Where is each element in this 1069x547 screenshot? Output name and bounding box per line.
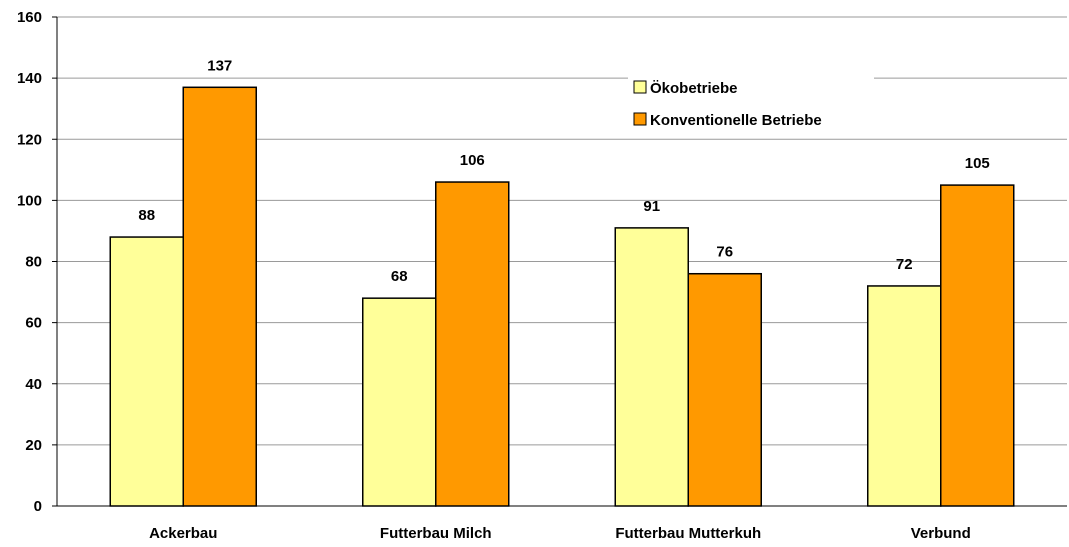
data-label: 76	[716, 244, 733, 261]
y-tick-label: 40	[25, 376, 42, 393]
y-tick-label: 100	[17, 192, 42, 209]
y-tick-label: 120	[17, 131, 42, 148]
legend-box	[628, 71, 874, 135]
x-axis-category-labels: Ackerbau Futterbau Milch Futterbau Mutterk…	[149, 525, 971, 542]
x-category-label: Verbund	[911, 525, 971, 542]
data-label: 137	[207, 57, 232, 74]
data-label: 88	[138, 207, 155, 224]
x-category-label: Futterbau Milch	[380, 525, 492, 542]
y-tick-label: 60	[25, 315, 42, 332]
bar-series-2-futterbau-milch	[435, 181, 510, 507]
legend: Ökobetriebe Konventionelle Betriebe	[628, 71, 874, 135]
y-tick-label: 160	[17, 9, 42, 26]
bar-series-2-ackerbau	[182, 86, 257, 507]
legend-swatch-series-2	[633, 112, 647, 126]
data-label: 106	[460, 152, 485, 169]
bar-series-1-futterbau-milch	[362, 297, 437, 507]
y-tick-label: 20	[25, 437, 42, 454]
y-tick-label: 0	[34, 498, 42, 515]
y-tick-label: 80	[25, 254, 42, 271]
bar-series-2-verbund	[940, 184, 1015, 507]
axes	[56, 17, 1067, 507]
data-label: 72	[896, 256, 913, 273]
bar-series-1-ackerbau	[109, 236, 184, 507]
bar-series-1-verbund	[867, 285, 942, 507]
data-label: 68	[391, 268, 408, 285]
data-labels: 88 137 68 106 91 76 72 105	[138, 57, 989, 285]
y-axis-ticks: 0 20 40 60 80 100 120 140 160	[17, 9, 57, 515]
data-label: 105	[965, 155, 990, 172]
x-category-label: Ackerbau	[149, 525, 217, 542]
legend-label-series-1: Ökobetriebe	[650, 80, 738, 97]
legend-label-series-2: Konventionelle Betriebe	[650, 112, 822, 129]
data-label: 91	[643, 198, 660, 215]
x-category-label: Futterbau Mutterkuh	[615, 525, 761, 542]
y-tick-label: 140	[17, 70, 42, 87]
bar-series-1-futterbau-mutterkuh	[614, 227, 689, 507]
bars	[109, 86, 1015, 507]
legend-swatch-series-1	[633, 80, 647, 94]
bar-series-2-futterbau-mutterkuh	[687, 272, 762, 507]
